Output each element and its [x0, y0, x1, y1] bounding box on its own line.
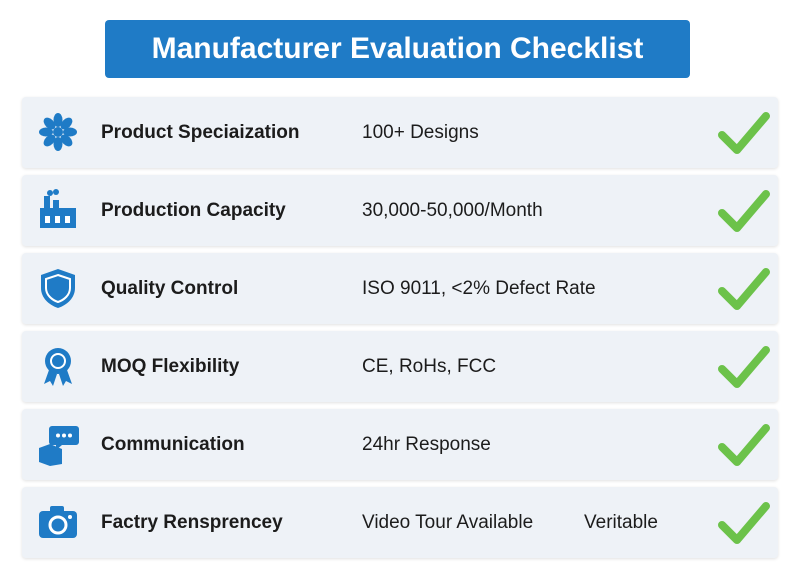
check-mark: [718, 112, 770, 154]
row-value: 100+ Designs: [362, 122, 479, 143]
checklist-row: Production Capacity 30,000-50,000/Month: [22, 175, 778, 246]
row-label: Communication: [101, 434, 245, 455]
row-value: CE, RoHs, FCC: [362, 356, 497, 377]
row-value: Video Tour Available: [362, 512, 534, 533]
checklist-row: Communication 24hr Response: [22, 409, 778, 480]
row-value: 30,000-50,000/Month: [362, 200, 543, 221]
title: Manufacturer Evaluation Checklist: [151, 32, 644, 65]
check-mark: [718, 502, 770, 544]
row-label: Production Capacity: [101, 200, 286, 221]
checklist-row: Product Speciaization 100+ Designs: [22, 97, 778, 168]
row-note: Veritable: [584, 512, 658, 533]
row-icon: [41, 269, 75, 308]
row-label: MOQ Flexibility: [101, 356, 240, 377]
checklist-row: Quality Control ISO 9011, <2% Defect Rate: [22, 253, 778, 324]
row-value: ISO 9011, <2% Defect Rate: [362, 278, 596, 299]
check-mark: [718, 424, 770, 466]
checklist-row: Factry Rensprencey Video Tour Available Ve…: [22, 487, 778, 558]
checklist-row: MOQ Flexibility CE, RoHs, FCC: [22, 331, 778, 402]
row-value: 24hr Response: [362, 434, 491, 455]
row-label: Product Speciaization: [101, 122, 300, 143]
title-banner: Manufacturer Evaluation Checklist: [105, 20, 690, 78]
row-icon: [39, 506, 77, 538]
check-mark: [718, 346, 770, 388]
row-icon: [39, 426, 79, 466]
check-mark: [718, 268, 770, 310]
check-mark: [718, 190, 770, 232]
row-icon: [39, 113, 77, 151]
row-icon: [40, 189, 76, 228]
row-label: Factry Rensprencey: [101, 512, 283, 533]
row-icon: [44, 348, 72, 386]
row-label: Quality Control: [101, 278, 239, 299]
